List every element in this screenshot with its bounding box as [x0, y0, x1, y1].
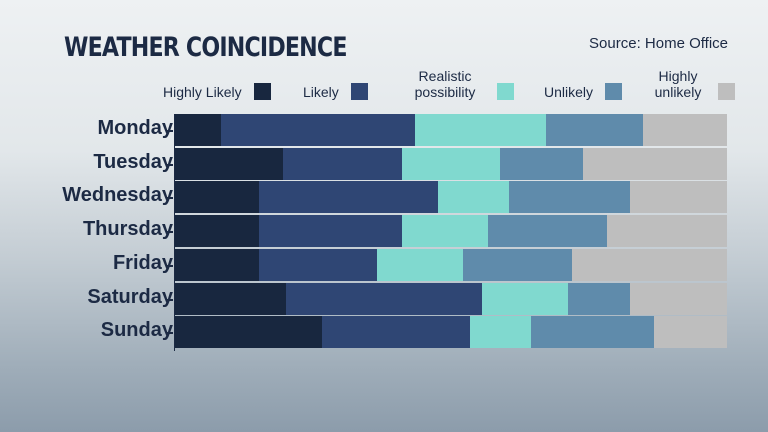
bar-segment-realistic-possibility	[401, 215, 488, 248]
bar-segment-likely	[283, 147, 403, 180]
bar-segment-likely	[258, 215, 402, 248]
y-tick-label: Tuesday	[93, 150, 173, 173]
bar-segment-realistic-possibility	[481, 282, 568, 315]
y-tick-label: Monday	[97, 117, 173, 139]
stacked-bar-chart	[175, 114, 727, 350]
bar-row-thursday	[175, 215, 727, 248]
bar-row-saturday	[175, 282, 727, 315]
bar-segment-realistic-possibility	[402, 147, 500, 180]
bar-segment-likely	[285, 282, 482, 315]
legend-swatch	[350, 83, 368, 100]
bar-segment-highly-unlikely	[642, 114, 727, 146]
bar-segment-highly-likely	[175, 181, 259, 214]
legend-label: Highly unlikely	[654, 67, 702, 100]
bar-segment-highly-unlikely	[629, 282, 727, 315]
legend-highly-unlikely: Highly unlikely	[650, 67, 735, 100]
bar-segment-realistic-possibility	[469, 316, 532, 349]
y-tick-label: Friday	[112, 251, 173, 274]
y-tick-mark	[167, 163, 173, 166]
bar-segment-highly-likely	[175, 147, 284, 180]
bar-segment-highly-likely	[175, 282, 286, 315]
y-tick-label: Sunday	[100, 319, 173, 342]
legend-label: Realistic possibility	[414, 67, 476, 100]
bar-segment-realistic-possibility	[414, 114, 547, 146]
bar-segment-highly-likely	[175, 215, 259, 248]
legend-swatch	[605, 83, 623, 100]
y-tick-mark	[167, 298, 173, 301]
bar-segment-realistic-possibility	[377, 248, 464, 281]
bar-segment-highly-likely	[175, 114, 221, 146]
y-tick-mark	[167, 130, 173, 132]
legend-label: Likely	[303, 83, 339, 100]
bar-segment-highly-likely	[175, 248, 259, 281]
bar-segment-unlikely	[463, 248, 572, 281]
bar-segment-unlikely	[546, 114, 643, 146]
legend-highly-likely: Highly Likely	[163, 83, 271, 100]
y-tick-mark	[167, 197, 173, 200]
bar-segment-unlikely	[499, 147, 584, 180]
y-tick-label: Wednesday	[62, 184, 173, 207]
chart-title: WEATHER COINCIDENCE	[64, 32, 347, 63]
bar-segment-unlikely	[487, 215, 608, 248]
bar-row-monday	[175, 114, 727, 146]
bar-row-friday	[175, 248, 727, 281]
bar-segment-highly-unlikely	[583, 147, 727, 180]
legend-label: Unlikely	[544, 83, 594, 100]
bar-segment-likely	[258, 248, 378, 281]
bar-row-wednesday	[175, 181, 727, 214]
bar-segment-highly-unlikely	[654, 316, 727, 349]
bar-row-tuesday	[175, 147, 727, 180]
legend-swatch	[718, 83, 735, 100]
legend-unlikely: Unlikely	[544, 83, 623, 100]
bar-row-sunday	[175, 316, 727, 349]
y-axis-line	[174, 114, 175, 351]
bar-segment-highly-likely	[175, 316, 322, 349]
bar-segment-unlikely	[568, 282, 630, 315]
y-tick-label: Saturday	[87, 285, 173, 308]
bar-segment-unlikely	[531, 316, 655, 349]
bar-segment-highly-unlikely	[607, 215, 727, 248]
bar-segment-likely	[258, 181, 438, 214]
bar-segment-realistic-possibility	[437, 181, 510, 214]
y-tick-label: Thursday	[82, 218, 173, 241]
bar-segment-unlikely	[509, 181, 631, 214]
bar-segment-likely	[220, 114, 415, 146]
source-label: Source: Home Office	[589, 35, 728, 52]
legend-swatch	[497, 83, 514, 100]
bar-segment-likely	[321, 316, 470, 349]
legend-swatch	[253, 83, 271, 100]
legend-likely: Likely	[303, 83, 368, 100]
bar-segment-highly-unlikely	[630, 181, 727, 214]
y-tick-mark	[167, 231, 173, 234]
legend-realistic-possibility: Realistic possibility	[405, 67, 514, 100]
bar-segment-highly-unlikely	[571, 248, 727, 281]
legend-label: Highly Likely	[163, 83, 242, 100]
y-tick-mark	[167, 264, 173, 267]
y-tick-mark	[167, 332, 173, 335]
